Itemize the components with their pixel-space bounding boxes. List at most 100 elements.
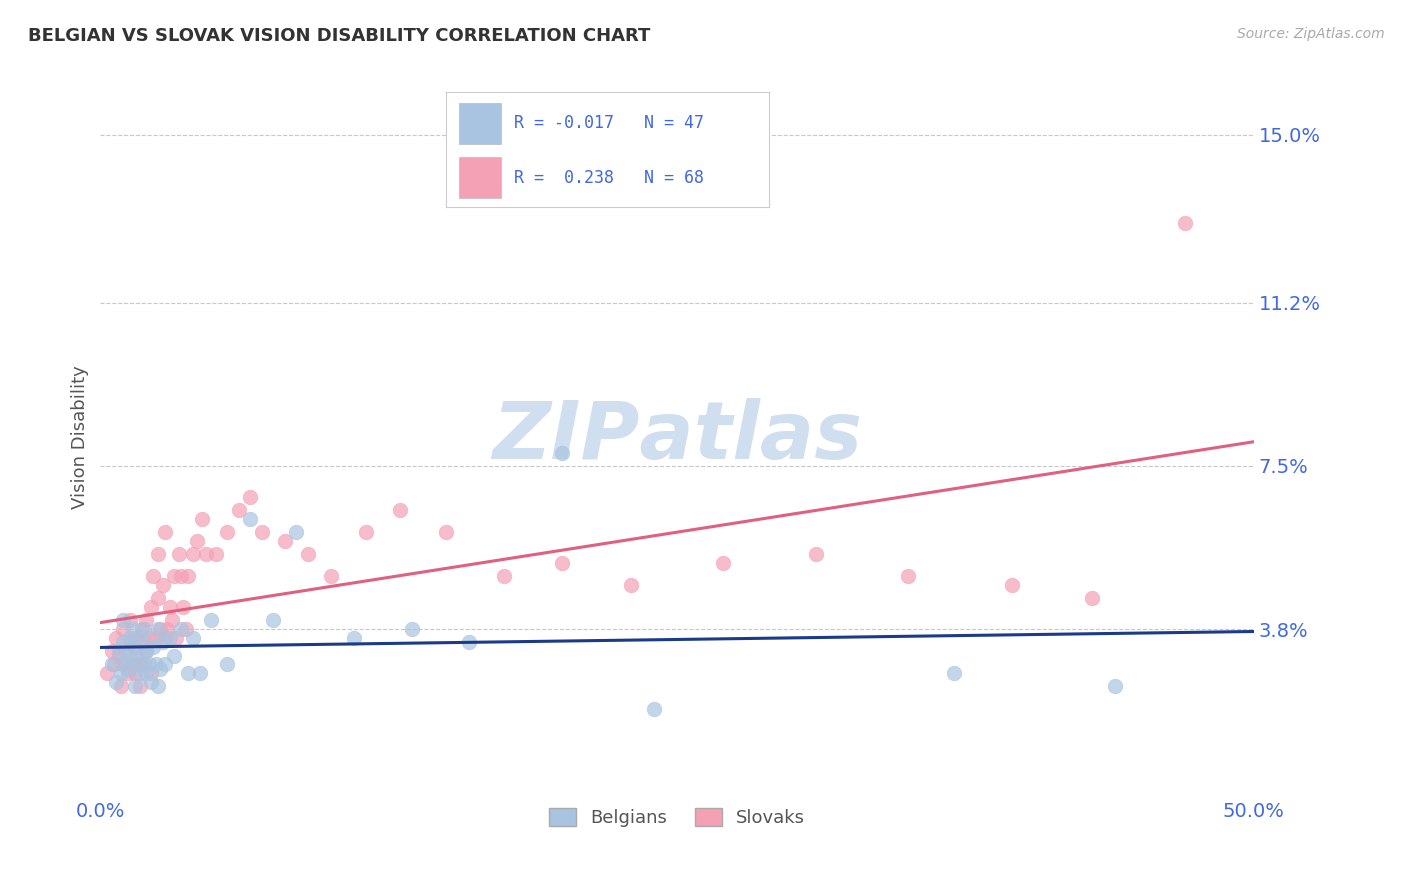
- Point: [494, 569, 516, 583]
- Point: [897, 569, 920, 583]
- Point: [107, 648, 129, 663]
- Point: [127, 657, 149, 672]
- Point: [146, 547, 169, 561]
- Point: [112, 622, 135, 636]
- Point: [114, 653, 136, 667]
- Point: [105, 675, 128, 690]
- Point: [134, 657, 156, 672]
- Point: [117, 666, 139, 681]
- Point: [163, 648, 186, 663]
- Point: [458, 635, 481, 649]
- Point: [188, 666, 211, 681]
- Point: [186, 533, 208, 548]
- Point: [159, 600, 181, 615]
- Point: [120, 613, 142, 627]
- Point: [239, 512, 262, 526]
- Point: [159, 631, 181, 645]
- Point: [131, 631, 153, 645]
- Point: [711, 556, 734, 570]
- Point: [1174, 216, 1197, 230]
- Point: [107, 644, 129, 658]
- Y-axis label: Vision Disability: Vision Disability: [72, 365, 89, 509]
- Point: [297, 547, 319, 561]
- Point: [262, 613, 284, 627]
- Point: [217, 657, 239, 672]
- Point: [105, 631, 128, 645]
- Point: [110, 666, 132, 681]
- Point: [152, 635, 174, 649]
- Point: [139, 675, 162, 690]
- Point: [131, 635, 153, 649]
- Point: [117, 662, 139, 676]
- Point: [128, 657, 150, 672]
- Point: [551, 556, 574, 570]
- Point: [160, 613, 183, 627]
- Point: [139, 666, 162, 681]
- Point: [112, 635, 135, 649]
- Point: [139, 600, 162, 615]
- Point: [135, 644, 157, 658]
- Point: [110, 680, 132, 694]
- Point: [131, 622, 153, 636]
- Point: [643, 701, 665, 715]
- Point: [195, 547, 218, 561]
- Point: [138, 631, 160, 645]
- Point: [135, 644, 157, 658]
- Point: [103, 657, 125, 672]
- Point: [942, 666, 965, 681]
- Point: [145, 657, 167, 672]
- Point: [135, 613, 157, 627]
- Point: [174, 622, 197, 636]
- Point: [170, 622, 193, 636]
- Text: BELGIAN VS SLOVAK VISION DISABILITY CORRELATION CHART: BELGIAN VS SLOVAK VISION DISABILITY CORR…: [28, 27, 651, 45]
- Point: [146, 622, 169, 636]
- Point: [146, 680, 169, 694]
- Point: [177, 666, 200, 681]
- Point: [228, 503, 250, 517]
- Point: [401, 622, 423, 636]
- Point: [120, 631, 142, 645]
- Point: [124, 640, 146, 654]
- Point: [153, 524, 176, 539]
- Point: [250, 524, 273, 539]
- Point: [1081, 591, 1104, 606]
- Point: [804, 547, 827, 561]
- Point: [149, 622, 172, 636]
- Point: [170, 569, 193, 583]
- Point: [138, 657, 160, 672]
- Point: [319, 569, 342, 583]
- Point: [135, 666, 157, 681]
- Point: [152, 578, 174, 592]
- Point: [134, 622, 156, 636]
- Point: [204, 547, 226, 561]
- Point: [114, 644, 136, 658]
- Point: [1104, 680, 1126, 694]
- Point: [166, 631, 188, 645]
- Point: [112, 657, 135, 672]
- Point: [127, 644, 149, 658]
- Text: Source: ZipAtlas.com: Source: ZipAtlas.com: [1237, 27, 1385, 41]
- Point: [389, 503, 412, 517]
- Point: [239, 490, 262, 504]
- Point: [112, 613, 135, 627]
- Point: [200, 613, 222, 627]
- Point: [146, 591, 169, 606]
- Point: [128, 680, 150, 694]
- Point: [551, 445, 574, 459]
- Point: [153, 631, 176, 645]
- Point: [101, 644, 124, 658]
- Point: [149, 662, 172, 676]
- Point: [172, 600, 194, 615]
- Point: [145, 631, 167, 645]
- Point: [181, 631, 204, 645]
- Point: [101, 657, 124, 672]
- Point: [343, 631, 366, 645]
- Point: [121, 622, 143, 636]
- Point: [620, 578, 643, 592]
- Point: [128, 666, 150, 681]
- Point: [1000, 578, 1022, 592]
- Point: [131, 648, 153, 663]
- Point: [177, 569, 200, 583]
- Point: [142, 640, 165, 654]
- Point: [121, 657, 143, 672]
